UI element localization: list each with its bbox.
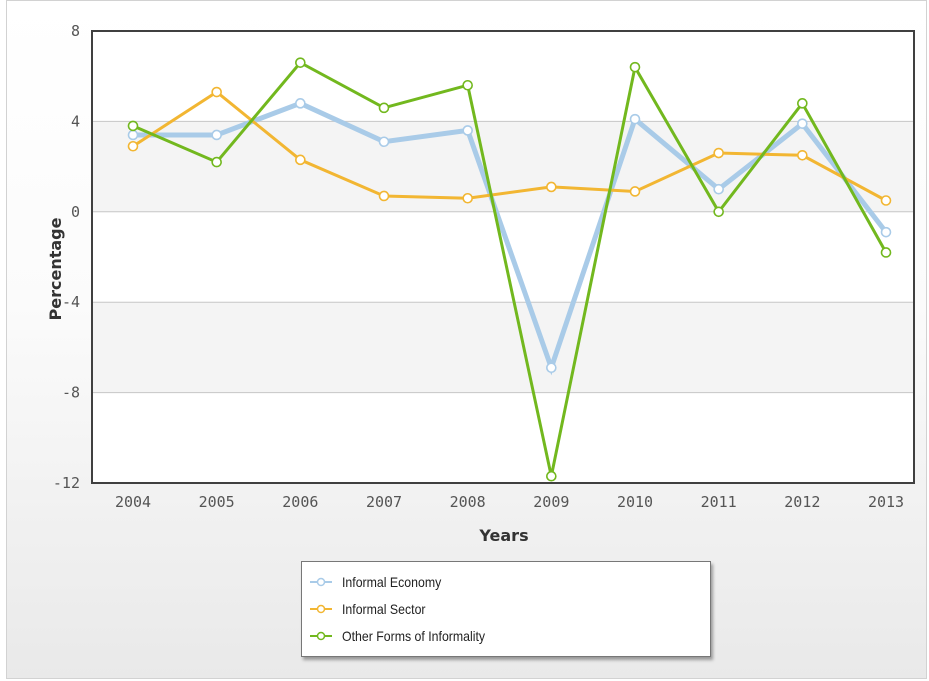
legend-label-informal-sector: Informal Sector <box>342 600 426 617</box>
data-point-informal-economy[interactable] <box>127 129 139 141</box>
data-point-informal-economy[interactable] <box>629 113 641 125</box>
data-point-other-forms-of-informality[interactable] <box>880 247 892 258</box>
data-point-other-forms-of-informality[interactable] <box>127 120 139 132</box>
plot-area-border <box>91 30 915 484</box>
x-tick-label: 2008 <box>450 493 486 511</box>
data-point-other-forms-of-informality[interactable] <box>211 156 222 168</box>
series-line-other-forms-of-informality <box>131 60 888 477</box>
x-axis-title: Years <box>478 526 528 545</box>
data-point-informal-economy[interactable] <box>462 125 473 136</box>
y-tick-label: -4 <box>62 293 80 311</box>
data-point-informal-sector[interactable] <box>629 186 641 197</box>
data-point-other-forms-of-informality[interactable] <box>546 470 557 482</box>
y-tick-label: -8 <box>62 384 80 402</box>
legend-marker-informal-economy <box>310 577 332 586</box>
y-tick-label: 8 <box>71 22 80 40</box>
series-other-forms-of-informality <box>127 57 892 482</box>
data-point-other-forms-of-informality[interactable] <box>713 206 724 218</box>
data-point-informal-sector[interactable] <box>211 86 222 98</box>
data-point-other-forms-of-informality[interactable] <box>378 102 390 114</box>
x-tick-label: 2013 <box>868 493 904 511</box>
x-tick-label: 2012 <box>784 493 820 511</box>
data-point-informal-economy[interactable] <box>713 183 724 195</box>
data-point-informal-economy[interactable] <box>546 362 557 374</box>
x-tick-label: 2011 <box>701 493 737 511</box>
data-point-informal-economy[interactable] <box>211 129 222 141</box>
data-point-other-forms-of-informality[interactable] <box>629 61 641 73</box>
data-point-other-forms-of-informality[interactable] <box>462 79 473 91</box>
x-tick-label: 2010 <box>617 493 653 511</box>
data-point-informal-economy[interactable] <box>295 98 306 109</box>
y-tick-label: 0 <box>71 203 80 221</box>
plot-band <box>92 302 914 393</box>
data-point-informal-sector[interactable] <box>462 192 473 204</box>
data-point-informal-sector[interactable] <box>880 195 892 206</box>
chart-legend: Informal Economy Informal Sector Other F… <box>301 561 711 657</box>
legend-label-other-forms: Other Forms of Informality <box>342 627 486 644</box>
data-point-informal-economy[interactable] <box>797 118 808 129</box>
x-tick-label: 2005 <box>199 493 235 511</box>
data-point-other-forms-of-informality[interactable] <box>295 57 306 68</box>
data-point-informal-sector[interactable] <box>713 147 724 159</box>
data-point-informal-sector[interactable] <box>378 190 390 202</box>
legend-item-informal-sector[interactable]: Informal Sector <box>302 595 710 622</box>
x-tick-label: 2004 <box>115 493 151 511</box>
data-point-informal-economy[interactable] <box>880 226 892 238</box>
data-point-informal-sector[interactable] <box>295 154 306 166</box>
x-tick-label: 2009 <box>533 493 569 511</box>
x-tick-label: 2007 <box>366 493 402 511</box>
legend-item-informal-economy[interactable]: Informal Economy <box>302 568 710 595</box>
data-point-informal-sector[interactable] <box>546 181 557 193</box>
legend-item-other-forms[interactable]: Other Forms of Informality <box>302 622 710 649</box>
data-point-other-forms-of-informality[interactable] <box>797 98 808 109</box>
legend-marker-informal-sector <box>310 604 332 613</box>
y-tick-label: -12 <box>53 474 80 492</box>
data-point-informal-sector[interactable] <box>797 150 808 161</box>
y-tick-label: 4 <box>71 112 80 130</box>
data-point-informal-economy[interactable] <box>378 136 390 148</box>
series-line-informal-sector <box>131 90 888 202</box>
legend-label-informal-economy: Informal Economy <box>342 573 442 590</box>
legend-marker-other-forms <box>310 631 332 640</box>
series-informal-sector <box>127 86 892 206</box>
x-tick-label: 2006 <box>282 493 318 511</box>
y-axis-title: Percentage <box>46 217 65 320</box>
data-point-informal-sector[interactable] <box>127 140 139 152</box>
